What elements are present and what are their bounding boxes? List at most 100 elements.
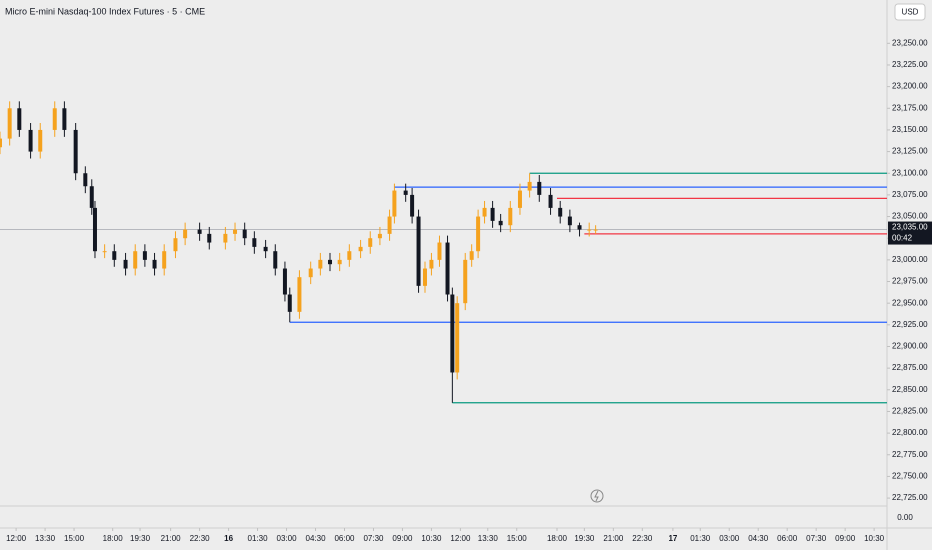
candle-body xyxy=(62,108,67,130)
candle-body xyxy=(377,233,382,239)
candle-body xyxy=(273,251,278,269)
candle-body xyxy=(297,277,302,312)
last-price-label: 23,035.00 xyxy=(892,223,928,232)
y-tick-label: 23,200.00 xyxy=(892,82,928,91)
candle-body xyxy=(207,233,212,243)
chart-title: Micro E-mini Nasdaq-100 Index Futures · … xyxy=(5,6,205,16)
candle-body xyxy=(537,181,542,195)
x-tick-label: 13:30 xyxy=(478,534,499,543)
x-tick-label: 13:30 xyxy=(35,534,56,543)
currency-label[interactable]: USD xyxy=(902,8,919,17)
y-tick-label: 22,725.00 xyxy=(892,493,928,502)
x-tick-label: 18:00 xyxy=(547,534,568,543)
candle-body xyxy=(162,251,167,269)
candle-body xyxy=(450,294,455,373)
x-tick-label: 09:00 xyxy=(392,534,413,543)
x-tick-label: 06:00 xyxy=(334,534,355,543)
candle-body xyxy=(28,129,33,152)
candle-body xyxy=(263,246,268,252)
candle-body xyxy=(328,259,333,265)
y-tick-label: 22,825.00 xyxy=(892,407,928,416)
candle-body xyxy=(422,268,427,286)
x-tick-label: 09:00 xyxy=(835,534,856,543)
candle-body xyxy=(133,251,138,269)
candle-body xyxy=(455,303,460,373)
candle-body xyxy=(469,251,474,260)
candle-body xyxy=(508,207,513,226)
candle-body xyxy=(17,108,22,130)
x-tick-label: 18:00 xyxy=(103,534,124,543)
candle-body xyxy=(52,108,57,130)
candle-body xyxy=(429,259,434,269)
candle-body xyxy=(498,220,503,226)
candle-body xyxy=(252,238,257,247)
y-tick-label: 23,250.00 xyxy=(892,38,928,47)
candle-body xyxy=(482,207,487,217)
candle-body xyxy=(112,251,117,260)
y-tick-label: 23,000.00 xyxy=(892,255,928,264)
y-tick-label: 22,950.00 xyxy=(892,298,928,307)
currency-box[interactable] xyxy=(894,3,926,21)
x-tick-label: 15:00 xyxy=(507,534,528,543)
candle-body xyxy=(233,229,238,234)
x-tick-label: 03:00 xyxy=(277,534,298,543)
y-tick-label: 22,875.00 xyxy=(892,363,928,372)
y-tick-label: 22,775.00 xyxy=(892,450,928,459)
candle-body xyxy=(102,251,107,253)
x-tick-label: 07:30 xyxy=(806,534,827,543)
x-tick-label: 16 xyxy=(224,534,233,543)
x-tick-label: 22:30 xyxy=(632,534,653,543)
candle-body xyxy=(476,216,481,252)
candle-body xyxy=(567,216,572,226)
y-tick-label: 23,150.00 xyxy=(892,125,928,134)
candle-body xyxy=(197,229,202,234)
x-tick-label: 06:00 xyxy=(777,534,798,543)
x-tick-label: 10:30 xyxy=(421,534,442,543)
y-tick-label: 22,750.00 xyxy=(892,472,928,481)
candle-body xyxy=(318,259,323,269)
candle-body xyxy=(123,259,128,269)
candle-body xyxy=(490,207,495,221)
y-tick-label: 23,175.00 xyxy=(892,103,928,112)
x-tick-label: 03:00 xyxy=(719,534,740,543)
candle-body xyxy=(282,268,287,295)
candle-body xyxy=(410,194,415,217)
candle-body xyxy=(437,242,442,260)
candle-body xyxy=(287,294,292,312)
candle-body xyxy=(548,194,553,208)
y-tick-label: 23,075.00 xyxy=(892,190,928,199)
y-tick-label: 23,100.00 xyxy=(892,168,928,177)
icon-bolt[interactable] xyxy=(594,490,599,502)
icon-circle[interactable] xyxy=(590,489,604,503)
candle-body xyxy=(577,225,582,230)
candle-body xyxy=(92,207,97,252)
candle-body xyxy=(517,190,522,208)
candle-body xyxy=(416,216,421,286)
candle-body xyxy=(593,229,598,231)
candle-body xyxy=(38,129,43,152)
y-tick-label: 23,225.00 xyxy=(892,60,928,69)
candle-body xyxy=(183,229,188,239)
x-tick-label: 04:30 xyxy=(748,534,769,543)
y-tick-label: 22,975.00 xyxy=(892,277,928,286)
y-tick-label: 22,800.00 xyxy=(892,428,928,437)
candle-body xyxy=(308,268,313,278)
candle-body xyxy=(242,229,247,239)
x-tick-label: 17 xyxy=(668,534,677,543)
x-tick-label: 21:00 xyxy=(161,534,182,543)
candle-body xyxy=(463,259,468,304)
candle-body xyxy=(403,190,408,195)
y-tick-label: 22,900.00 xyxy=(892,342,928,351)
candle-body xyxy=(587,229,592,231)
candle-body xyxy=(83,173,88,187)
y-tick-label: 23,125.00 xyxy=(892,147,928,156)
candle-body xyxy=(7,108,12,139)
x-tick-label: 07:30 xyxy=(363,534,384,543)
candle-body xyxy=(142,251,147,260)
x-tick-label: 04:30 xyxy=(306,534,327,543)
y-tick-label: 23,050.00 xyxy=(892,212,928,221)
lightning-icon[interactable] xyxy=(590,489,604,503)
candle-body xyxy=(0,138,2,148)
candle-body xyxy=(173,238,178,252)
